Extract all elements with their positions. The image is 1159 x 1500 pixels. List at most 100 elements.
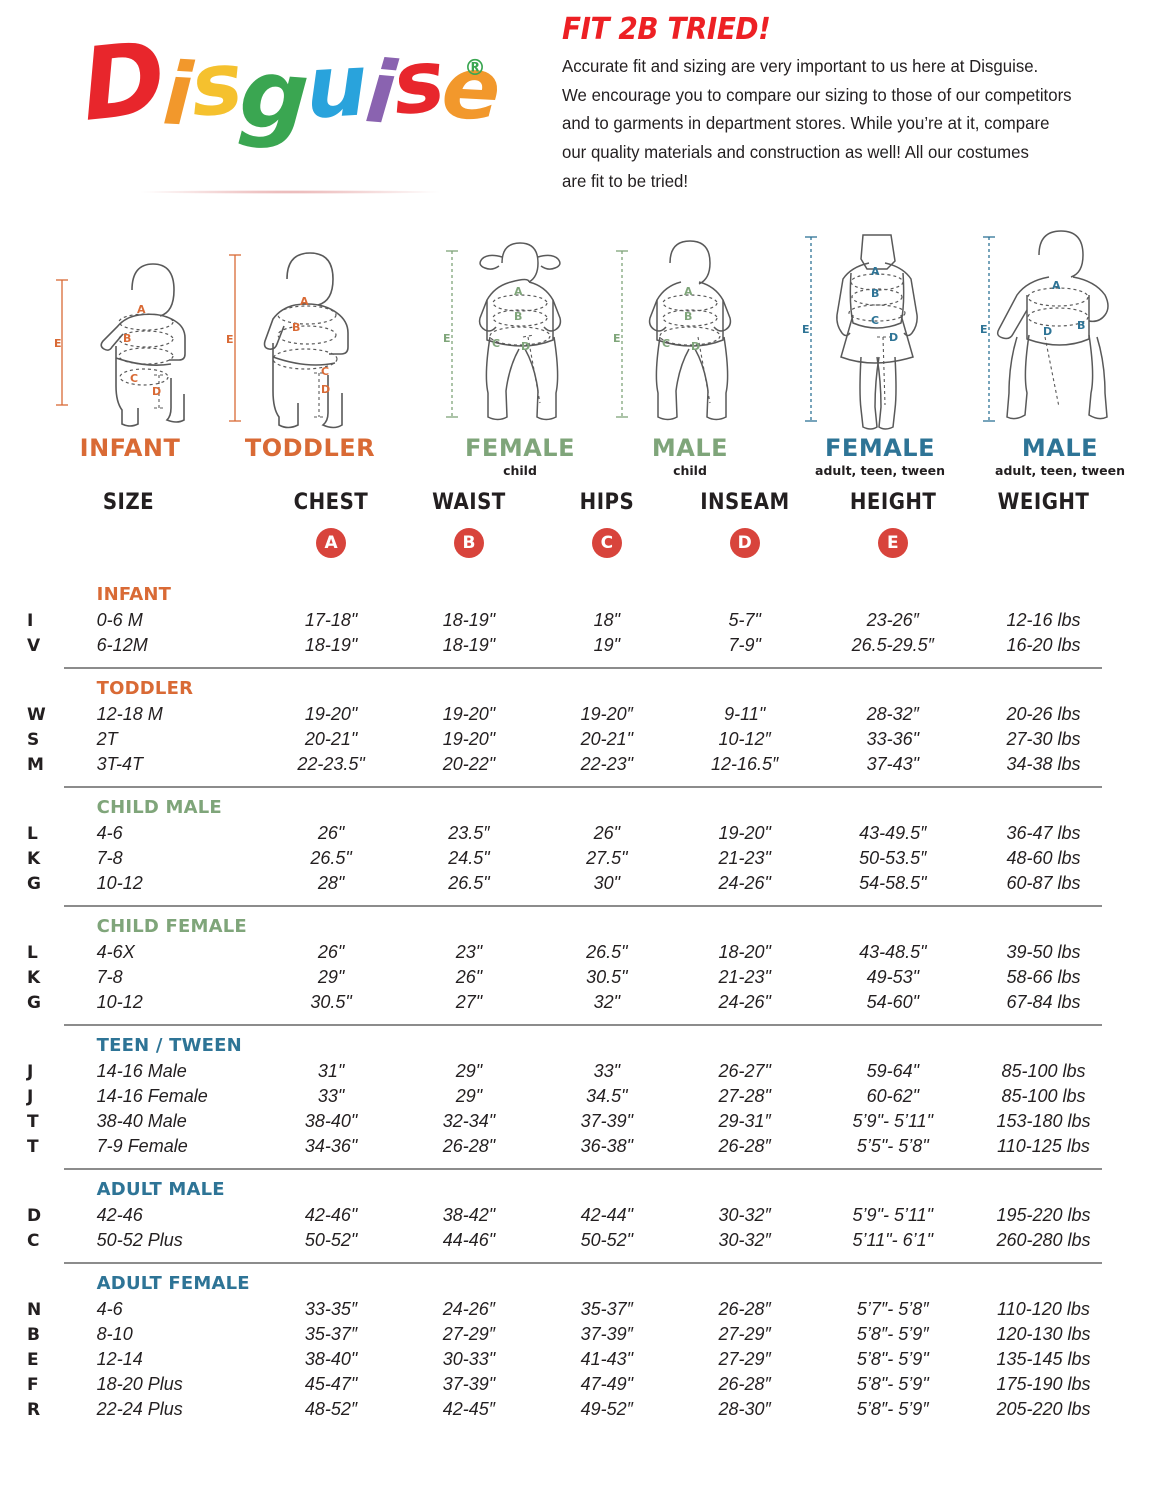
figure-label: FEMALE [465, 434, 575, 462]
row-code-letter: W [27, 704, 46, 725]
table-row: G 10-12 30.5" 27" 32" 24-26" 54-60" 67-84 lbs [15, 990, 1115, 1015]
registered-trademark-icon: ® [464, 56, 486, 81]
group-separator [15, 777, 1115, 788]
row-chest: 18-19" [304, 635, 358, 655]
row-size: 3T-4T [96, 754, 144, 774]
row-code-letter: C [27, 1230, 40, 1251]
badge-e-icon: E [877, 528, 908, 558]
mark-d-label: D [1043, 325, 1052, 338]
row-weight: 110-125 lbs [997, 1136, 1090, 1156]
row-inseam: 27-28" [718, 1086, 771, 1106]
group-title: ADULT FEMALE [96, 1273, 250, 1294]
logo-letter-s2: s [388, 30, 448, 136]
row-inseam: 19-20" [718, 823, 771, 843]
column-header-height: HEIGHT [849, 490, 937, 515]
mark-a-label: A [871, 265, 880, 278]
row-inseam: 26-28″ [718, 1374, 771, 1394]
group-letter-spacer [15, 575, 48, 608]
disguise-logo: Disguise ® [76, 18, 508, 198]
group-letter-spacer [15, 1264, 48, 1297]
row-hips: 49-52″ [580, 1399, 634, 1419]
table-row: J 14-16 Female 33" 29" 34.5" 27-28" 60-62" 85-1… [15, 1084, 1115, 1109]
row-code-letter: R [27, 1399, 41, 1420]
badge-cell-a: A [262, 519, 400, 575]
table-row: L 4-6 26" 23.5″ 26" 19-20" 43-49.5″ 36-47 lbs [15, 821, 1115, 846]
row-hips: 50-52" [580, 1230, 634, 1250]
mark-c-label: C [662, 337, 670, 350]
row-code-letter: N [27, 1299, 42, 1320]
group-title-cell: ADULT FEMALE [48, 1264, 1115, 1297]
table-row: I 0-6 M 17-18" 18-19" 18" 5-7" 23-26″ 12-16 lbs [15, 608, 1115, 633]
row-height: 37-43" [866, 754, 920, 774]
group-title: ADULT MALE [96, 1179, 225, 1200]
row-weight: 195-220 lbs [996, 1205, 1091, 1225]
row-chest: 17-18" [304, 610, 358, 630]
row-code-letter: S [27, 729, 40, 750]
figure-male-child: E A B C D MALE child [600, 225, 780, 478]
group-letter-spacer [15, 669, 48, 702]
row-size: 12-18 M [96, 704, 163, 724]
row-height: 59-64" [866, 1061, 920, 1081]
row-inseam: 24-26" [718, 992, 771, 1012]
figure-label: TODDLER [244, 434, 376, 462]
intro-line: are fit to be tried! [562, 170, 689, 191]
row-waist: 30-33" [442, 1349, 496, 1369]
mark-b-label: B [871, 287, 879, 300]
figure-label: MALE [651, 434, 729, 462]
row-code-letter: T [27, 1111, 39, 1132]
row-chest: 26" [317, 942, 345, 962]
row-hips: 37-39" [580, 1111, 634, 1131]
intro-line: Accurate fit and sizing are very importa… [562, 56, 1039, 76]
table-row: C 50-52 Plus 50-52" 44-46" 50-52" 30-32″ 5’11"… [15, 1228, 1115, 1253]
badge-cell-c: C [538, 519, 676, 575]
group-letter-spacer [15, 907, 48, 940]
group-title-cell: ADULT MALE [48, 1170, 1115, 1203]
row-code-letter: E [27, 1349, 39, 1370]
intro-line: and to garments in department stores. Wh… [562, 113, 1050, 134]
group-header-row: INFANT [15, 575, 1115, 608]
row-chest: 29" [317, 967, 345, 987]
group-separator [15, 658, 1115, 669]
row-inseam: 30-32″ [718, 1205, 771, 1225]
figure-label: MALE [1021, 434, 1099, 462]
row-code-letter: L [27, 942, 38, 963]
group-separator [15, 1159, 1115, 1170]
badge-spacer-weight [972, 519, 1115, 575]
logo-letter-u: u [303, 35, 369, 139]
mark-d-label: D [152, 385, 161, 398]
row-size: 12-14 [96, 1349, 143, 1369]
table-row: G 10-12 28" 26.5" 30" 24-26" 54-58.5" 60-87 lbs [15, 871, 1115, 896]
row-height: 5’8"- 5’9" [856, 1349, 929, 1369]
row-chest: 45-47" [304, 1374, 358, 1394]
row-height: 5’8″- 5’9″ [856, 1399, 929, 1419]
mark-e-label: E [980, 323, 988, 336]
column-header-waist: WAIST [432, 490, 506, 515]
table-row: V 6-12M 18-19" 18-19" 19" 7-9" 26.5-29.5″ 16-20… [15, 633, 1115, 658]
separator-cell [15, 1015, 1115, 1026]
group-separator [15, 1253, 1115, 1264]
row-size: 6-12M [96, 635, 148, 655]
figure-label: FEMALE [825, 434, 935, 462]
row-waist: 27" [455, 992, 483, 1012]
divider [64, 667, 1102, 669]
row-weight: 20-26 lbs [1006, 704, 1081, 724]
row-code-letter: D [27, 1205, 42, 1226]
row-waist: 37-39" [442, 1374, 496, 1394]
row-inseam: 26-28″ [718, 1299, 771, 1319]
logo-shadow [140, 190, 440, 194]
group-title: CHILD FEMALE [96, 916, 247, 937]
row-waist: 44-46" [442, 1230, 496, 1250]
row-inseam: 12-16.5″ [711, 754, 779, 774]
divider [64, 1168, 1102, 1170]
row-inseam: 27-29″ [718, 1324, 771, 1344]
figure-sublabel: adult, teen, tween [815, 463, 945, 478]
row-hips: 36-38" [580, 1136, 634, 1156]
row-inseam: 26-27" [718, 1061, 771, 1081]
group-title-cell: CHILD FEMALE [48, 907, 1115, 940]
row-hips: 27.5" [586, 848, 628, 868]
row-weight: 120-130 lbs [996, 1324, 1091, 1344]
row-waist: 26" [455, 967, 483, 987]
mark-e-label: E [54, 337, 62, 350]
row-waist: 29" [455, 1086, 483, 1106]
separator-cell [15, 1159, 1115, 1170]
